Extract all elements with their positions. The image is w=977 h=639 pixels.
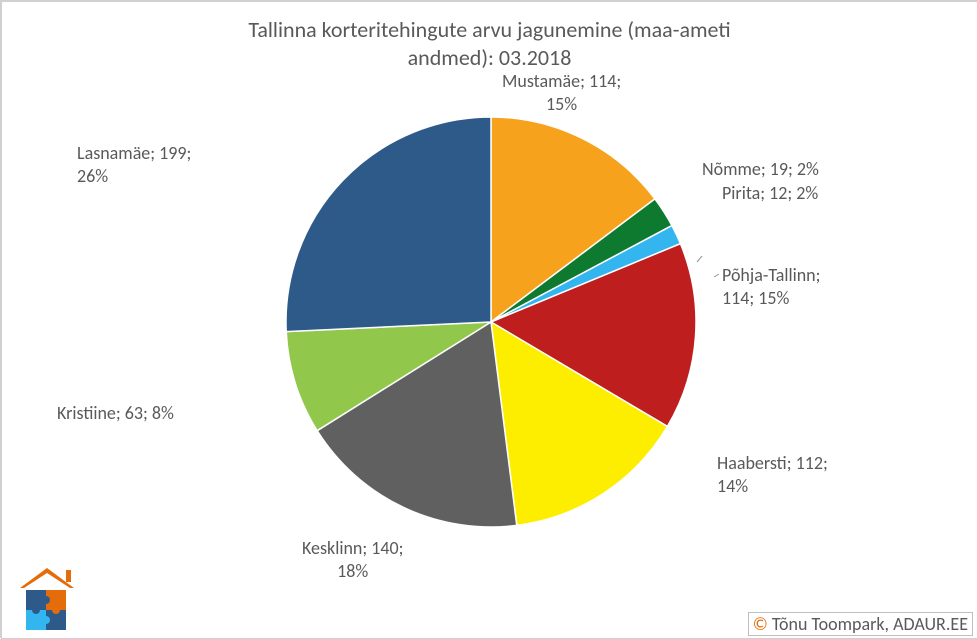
slice-label-haabersti: Haabersti; 112; 14% [717,452,828,497]
slice-label-kristiine: Kristiine; 63; 8% [57,402,174,425]
attribution-text: Tõnu Toompark, ADAUR.EE [768,613,968,635]
copyright-symbol: © [753,613,768,635]
chart-title: Tallinna korteritehingute arvu jagunemin… [2,16,977,71]
slice-label-n-mme: Nõmme; 19; 2% [702,158,819,181]
pie-slice-lasnam-e [286,117,491,332]
slice-label-kesklinn: Kesklinn; 140; 18% [302,537,403,582]
pie-chart [281,112,701,532]
slice-label-lasnam-e: Lasnamäe; 199; 26% [77,142,191,187]
slice-label-p-hja-tallinn: Põhja-Tallinn; 114; 15% [722,264,820,309]
brand-logo [12,560,82,630]
chart-title-line2: andmed): 03.2018 [408,44,572,71]
attribution-box: © Tõnu Toompark, ADAUR.EE [748,612,973,636]
pie-chart-area: Mustamäe; 114; 15%Nõmme; 19; 2%Pirita; 1… [2,92,977,592]
slice-label-mustam-e: Mustamäe; 114; 15% [502,70,621,115]
chart-title-line1: Tallinna korteritehingute arvu jagunemin… [248,16,730,43]
slice-label-pirita: Pirita; 12; 2% [722,182,818,205]
